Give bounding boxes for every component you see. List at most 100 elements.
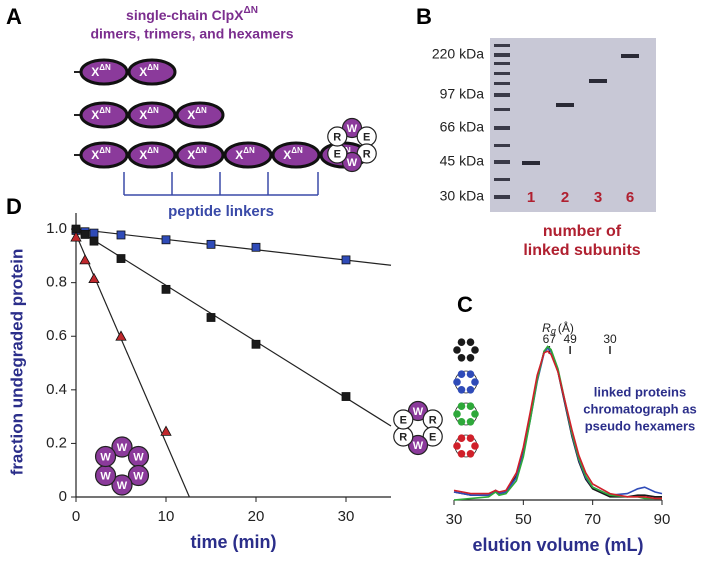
fit-line bbox=[75, 228, 392, 427]
subunit-sup: ΔN bbox=[195, 146, 207, 155]
ring-subunit bbox=[127, 464, 150, 487]
construct-rows: XΔNXΔNXΔNXΔNXΔNXΔNXΔNXΔNXΔNXΔNXΔN bbox=[74, 58, 369, 169]
data-point bbox=[341, 255, 351, 265]
trace bbox=[453, 350, 662, 500]
ring-letter: W bbox=[133, 451, 144, 463]
panel-label: C bbox=[457, 292, 473, 317]
ring-letter: R bbox=[429, 414, 437, 426]
marker-label: 30 kDa bbox=[440, 188, 485, 204]
subunit-sup: ΔN bbox=[99, 63, 111, 72]
title-sup: ΔN bbox=[244, 5, 258, 16]
rg-value: 67 bbox=[543, 332, 557, 346]
subunit bbox=[127, 101, 177, 129]
linker-label: peptide linkers bbox=[168, 203, 274, 220]
data-point bbox=[160, 425, 172, 436]
gel bbox=[490, 38, 656, 212]
rg-symbol: R bbox=[542, 321, 551, 335]
data-point bbox=[161, 235, 171, 245]
data-point bbox=[79, 254, 91, 265]
ring-letter: E bbox=[363, 131, 370, 143]
panel-label: D bbox=[6, 194, 22, 219]
y-tick-label: 0.4 bbox=[46, 381, 67, 398]
subunit-sup: ΔN bbox=[147, 63, 159, 72]
charts: D 0 0.2 0.4 0.6 0.8 1.0 fraction undegraded pro… bbox=[6, 117, 697, 555]
ring-dot bbox=[471, 346, 479, 354]
subunit-label: XΔN bbox=[139, 106, 159, 122]
ring-letter: R bbox=[333, 131, 341, 143]
ring-dot bbox=[466, 338, 475, 347]
x-tick-label: 70 bbox=[584, 511, 601, 528]
subunit-sup: ΔN bbox=[99, 106, 111, 115]
subunit-letter: X bbox=[187, 108, 195, 122]
subunit bbox=[127, 58, 177, 86]
data-point bbox=[161, 284, 171, 294]
panel-label: B bbox=[416, 4, 432, 29]
subunit-sup: ΔN bbox=[195, 106, 207, 115]
ring-letter: W bbox=[347, 157, 358, 169]
subunit bbox=[223, 141, 273, 169]
ring-letter: E bbox=[429, 431, 436, 443]
subunit bbox=[175, 101, 225, 129]
data-point bbox=[80, 230, 90, 239]
subunit-label: XΔN bbox=[91, 106, 111, 122]
fit-line bbox=[75, 228, 392, 266]
rg-unit: (Å) bbox=[558, 320, 574, 335]
ring-dot bbox=[471, 410, 479, 418]
subunit bbox=[79, 101, 129, 129]
ring-dot bbox=[457, 417, 466, 426]
ring-dot bbox=[466, 385, 475, 394]
subunit-sup: ΔN bbox=[291, 146, 303, 155]
marker-label: 97 kDa bbox=[440, 86, 485, 102]
gel-labels: 220 kDa 97 kDa 66 kDa 45 kDa 30 kDa 1 2 3 6 bbox=[432, 46, 634, 206]
gel-caption: linked subunits bbox=[523, 242, 640, 259]
ring-dot bbox=[453, 442, 461, 450]
subunit-label: XΔN bbox=[235, 146, 255, 162]
subunit-letter: X bbox=[139, 65, 147, 79]
y-tick-label: 1.0 bbox=[46, 220, 67, 237]
data-point bbox=[341, 392, 351, 401]
panel-title: single-chain ClpXΔN bbox=[126, 5, 258, 23]
ring-subunit bbox=[111, 436, 133, 458]
x-axis-label: time (min) bbox=[190, 532, 276, 552]
subunit-label: XΔN bbox=[91, 146, 111, 162]
y-tick-label: 0.6 bbox=[46, 327, 67, 344]
ring-letter: W bbox=[117, 480, 128, 492]
ring-dot bbox=[457, 370, 466, 379]
marker-label: 45 kDa bbox=[440, 153, 485, 169]
subunit bbox=[79, 141, 129, 169]
data-point bbox=[116, 230, 126, 240]
title-text: single-chain ClpX bbox=[126, 7, 244, 23]
ring-dot bbox=[466, 434, 475, 443]
subunit-label: XΔN bbox=[187, 106, 207, 122]
x-tick-label: 20 bbox=[248, 508, 265, 525]
annotation: linked proteins bbox=[594, 384, 686, 399]
ring-dot bbox=[471, 442, 479, 450]
ring-dot bbox=[457, 434, 466, 443]
annotation: pseudo hexamers bbox=[585, 418, 696, 433]
annotation: chromatograph as bbox=[583, 401, 696, 416]
data-point bbox=[206, 313, 216, 322]
subunit-letter: X bbox=[235, 148, 243, 162]
ring-letter: W bbox=[413, 406, 424, 418]
ring-dot bbox=[471, 378, 479, 386]
ring-dot bbox=[457, 402, 466, 411]
ring-letter: W bbox=[100, 470, 111, 482]
rg-value: 30 bbox=[603, 332, 617, 346]
data-point bbox=[89, 228, 99, 238]
ring-subunit bbox=[94, 445, 117, 468]
ladder bbox=[494, 44, 510, 199]
x-tick-label: 0 bbox=[72, 508, 80, 525]
x-tick-label: 30 bbox=[338, 508, 355, 525]
ring-dot bbox=[466, 417, 475, 426]
subunit-letter: X bbox=[91, 148, 99, 162]
panel-label: A bbox=[6, 4, 22, 29]
ring-subunit bbox=[393, 409, 414, 430]
ring-dot bbox=[457, 353, 466, 362]
subunit-label: XΔN bbox=[139, 146, 159, 162]
ring-letter: R bbox=[363, 148, 371, 160]
subunit-label: XΔN bbox=[187, 146, 207, 162]
ring-dot bbox=[466, 370, 475, 379]
subunit-label: XΔN bbox=[139, 63, 159, 79]
subunit-sup: ΔN bbox=[99, 146, 111, 155]
